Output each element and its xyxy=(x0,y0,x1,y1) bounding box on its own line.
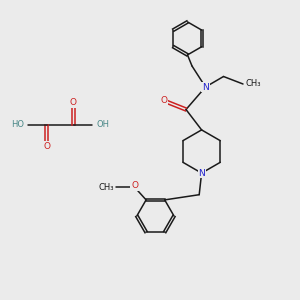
Text: N: N xyxy=(198,169,205,178)
Text: CH₃: CH₃ xyxy=(245,80,261,88)
Text: N: N xyxy=(202,82,209,91)
Text: O: O xyxy=(70,98,77,107)
Text: CH₃: CH₃ xyxy=(98,183,114,192)
Text: O: O xyxy=(160,96,168,105)
Text: OH: OH xyxy=(97,120,110,129)
Text: O: O xyxy=(131,181,138,190)
Text: HO: HO xyxy=(11,120,24,129)
Text: O: O xyxy=(43,142,50,151)
